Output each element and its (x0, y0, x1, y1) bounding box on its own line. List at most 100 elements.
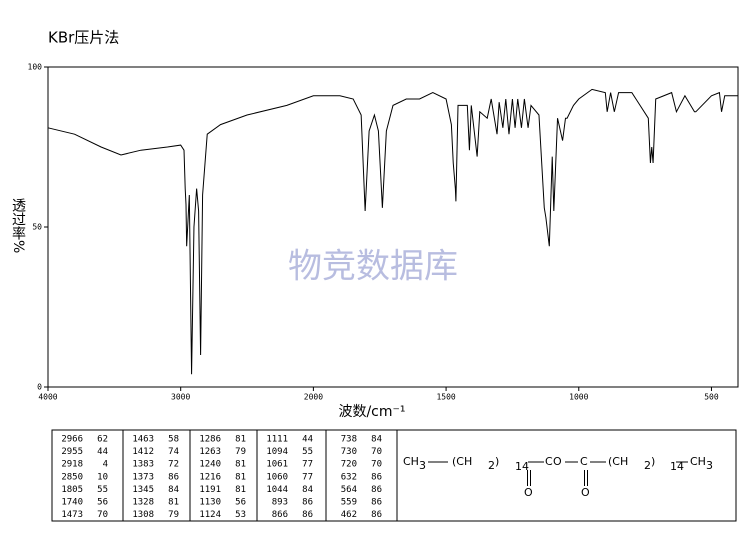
peak-wavenumber: 564 (341, 485, 357, 495)
peak-transmittance: 81 (235, 460, 246, 470)
peak-wavenumber: 1412 (132, 447, 154, 457)
formula-part: 14 (515, 460, 529, 473)
peak-wavenumber: 1240 (199, 460, 221, 470)
peak-wavenumber: 1805 (61, 485, 83, 495)
formula-part: 2 (644, 459, 651, 472)
x-axis-label: 波数/cm⁻¹ (338, 404, 405, 420)
peak-wavenumber: 1308 (132, 510, 154, 520)
peak-wavenumber: 1383 (132, 460, 154, 470)
peak-transmittance: 86 (371, 485, 382, 495)
chart-title: KBr压片法 (48, 29, 119, 47)
peak-transmittance: 81 (235, 485, 246, 495)
peak-transmittance: 79 (168, 510, 179, 520)
peak-transmittance: 81 (235, 472, 246, 482)
y-tick-label: 50 (32, 223, 42, 232)
peak-wavenumber: 1094 (266, 447, 288, 457)
y-tick-label: 100 (28, 63, 43, 72)
peak-transmittance: 79 (235, 447, 246, 457)
formula-part: 2 (488, 459, 495, 472)
table-frame (51, 429, 737, 522)
formula-part: CH (690, 455, 706, 468)
peak-wavenumber: 1111 (266, 435, 288, 445)
peak-wavenumber: 720 (341, 460, 357, 470)
peak-transmittance: 58 (168, 435, 179, 445)
peak-transmittance: 55 (97, 485, 108, 495)
peak-transmittance: 86 (371, 472, 382, 482)
peak-wavenumber: 1463 (132, 435, 154, 445)
peak-transmittance: 10 (97, 472, 108, 482)
peak-transmittance: 84 (371, 435, 382, 445)
peak-transmittance: 81 (235, 435, 246, 445)
peak-wavenumber: 1191 (199, 485, 221, 495)
y-axis-label: 透过率% (10, 198, 26, 253)
formula-part: O (524, 486, 533, 499)
peak-transmittance: 56 (235, 498, 246, 508)
formula-part: (CH (608, 455, 628, 468)
peak-transmittance: 84 (302, 485, 313, 495)
peak-transmittance: 86 (371, 498, 382, 508)
formula-part: O (581, 486, 590, 499)
peak-transmittance: 44 (302, 435, 313, 445)
formula-part: C (580, 455, 588, 468)
formula-part: O (553, 455, 562, 468)
formula-part: 3 (419, 459, 426, 472)
formula-part: (CH (452, 455, 472, 468)
plot-frame (47, 66, 739, 388)
x-tick-label: 1500 (436, 393, 455, 402)
peak-wavenumber: 2966 (61, 435, 83, 445)
peak-wavenumber: 462 (341, 510, 357, 520)
peak-transmittance: 86 (302, 510, 313, 520)
peak-transmittance: 72 (168, 460, 179, 470)
peak-wavenumber: 1061 (266, 460, 288, 470)
peak-transmittance: 77 (302, 472, 313, 482)
peak-wavenumber: 1130 (199, 498, 221, 508)
peak-transmittance: 70 (371, 460, 382, 470)
formula-part: 3 (706, 459, 713, 472)
peak-transmittance: 70 (371, 447, 382, 457)
peak-transmittance: 86 (371, 510, 382, 520)
peak-wavenumber: 1060 (266, 472, 288, 482)
x-tick-label: 1000 (569, 393, 588, 402)
formula-part: CH (403, 455, 419, 468)
x-tick-label: 2000 (304, 393, 323, 402)
formula-part: ) (495, 455, 499, 468)
peak-wavenumber: 1124 (199, 510, 221, 520)
formula-part: ) (651, 455, 655, 468)
peak-wavenumber: 632 (341, 472, 357, 482)
peak-transmittance: 70 (97, 510, 108, 520)
peak-wavenumber: 893 (272, 498, 288, 508)
peak-wavenumber: 1328 (132, 498, 154, 508)
x-tick-label: 500 (704, 393, 719, 402)
peak-wavenumber: 738 (341, 435, 357, 445)
formula-part: C (545, 455, 553, 468)
peak-transmittance: 56 (97, 498, 108, 508)
peak-wavenumber: 559 (341, 498, 357, 508)
formula-part: 14 (670, 460, 684, 473)
peak-transmittance: 53 (235, 510, 246, 520)
peak-wavenumber: 866 (272, 510, 288, 520)
y-tick-label: 0 (37, 383, 42, 392)
peak-wavenumber: 1286 (199, 435, 221, 445)
peak-wavenumber: 1473 (61, 510, 83, 520)
peak-wavenumber: 1263 (199, 447, 221, 457)
peak-transmittance: 77 (302, 460, 313, 470)
peak-transmittance: 86 (168, 472, 179, 482)
peak-wavenumber: 2918 (61, 460, 83, 470)
peak-transmittance: 62 (97, 435, 108, 445)
peak-transmittance: 84 (168, 485, 179, 495)
peak-wavenumber: 1345 (132, 485, 154, 495)
x-tick-label: 3000 (171, 393, 190, 402)
peak-transmittance: 44 (97, 447, 108, 457)
peak-transmittance: 81 (168, 498, 179, 508)
x-tick-label: 4000 (38, 393, 57, 402)
peak-wavenumber: 1740 (61, 498, 83, 508)
peak-wavenumber: 2955 (61, 447, 83, 457)
peak-wavenumber: 2850 (61, 472, 83, 482)
peak-transmittance: 55 (302, 447, 313, 457)
peak-wavenumber: 730 (341, 447, 357, 457)
peak-transmittance: 74 (168, 447, 179, 457)
peak-wavenumber: 1216 (199, 472, 221, 482)
peak-transmittance: 86 (302, 498, 313, 508)
peak-wavenumber: 1373 (132, 472, 154, 482)
